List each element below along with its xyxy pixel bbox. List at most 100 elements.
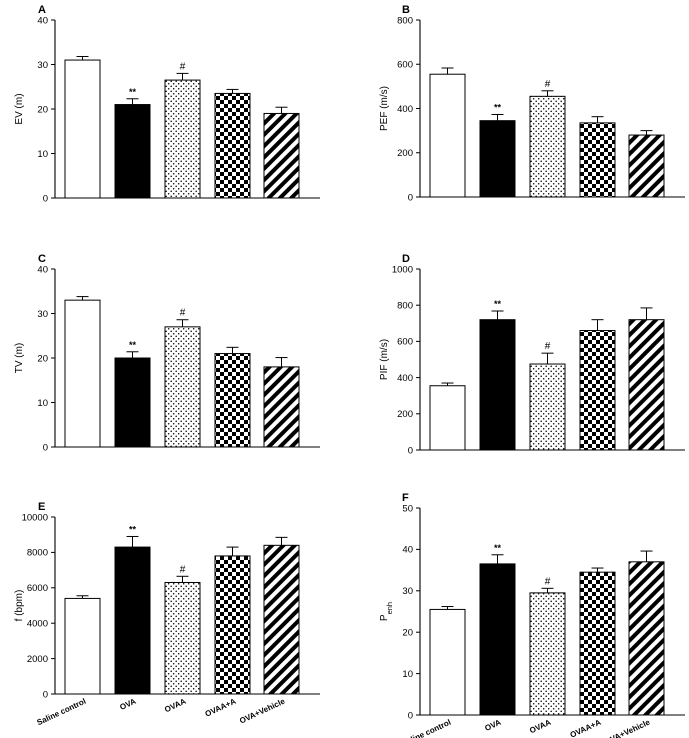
bar-ova — [479, 563, 516, 716]
x-tick-label: OVA — [118, 697, 137, 712]
y-tick-label: 10000 — [22, 512, 48, 523]
y-tick-label: 4000 — [27, 619, 48, 630]
panel-d: D 0 200 400 600 800 1000 PIF (m/s) ** # — [379, 253, 685, 456]
panel-label: D — [402, 253, 410, 265]
bar-ovaa-a — [579, 571, 616, 716]
y-tick-label: 40 — [402, 545, 413, 556]
bar-ovaa — [529, 363, 566, 451]
bar-ovaa-a — [579, 122, 616, 198]
y-tick-label: 600 — [397, 60, 413, 71]
bar-ovaa-a — [214, 92, 251, 199]
bar-ovaa — [529, 592, 566, 716]
panel-b: B 0 200 400 600 800 PEF (m/s) ** # — [379, 4, 685, 203]
y-tick-label: 20 — [37, 104, 48, 115]
bar-ova-vehicle — [628, 561, 665, 716]
bar-saline-control — [64, 59, 101, 199]
x-tick-label: OVA+Vehicle — [603, 717, 652, 738]
y-tick-label: 0 — [408, 445, 413, 456]
bar-ovaa — [529, 95, 566, 198]
bar-ovaa-a — [214, 555, 251, 695]
y-tick-label: 8000 — [27, 548, 48, 559]
bar-saline-control — [64, 597, 101, 695]
significance-marker: ** — [494, 299, 502, 309]
bar-ovaa — [164, 581, 201, 695]
y-tick-label: 10 — [37, 149, 48, 160]
y-tick-label: 50 — [402, 503, 413, 514]
bar-saline-control — [429, 73, 466, 198]
y-tick-label: 40 — [37, 15, 48, 26]
bar-ovaa-a — [214, 353, 251, 448]
panel-a: A 0 10 20 30 40 EV (m) ** # — [14, 4, 320, 204]
y-tick-label: 40 — [37, 264, 48, 275]
y-tick-label: 30 — [37, 309, 48, 320]
panel-label: F — [402, 492, 409, 504]
y-axis-label: TV (m) — [14, 343, 25, 374]
y-tick-label: 10 — [402, 669, 413, 680]
significance-marker: ** — [129, 340, 137, 350]
x-tick-label: OVA — [483, 718, 502, 733]
y-tick-label: 20 — [37, 353, 48, 364]
significance-marker: # — [545, 79, 551, 90]
significance-marker: # — [180, 61, 186, 72]
significance-marker: ** — [129, 87, 137, 97]
y-tick-label: 0 — [43, 193, 48, 204]
bar-ova — [479, 319, 516, 451]
y-tick-label: 2000 — [27, 654, 48, 665]
bar-saline-control — [64, 299, 101, 448]
y-tick-label: 0 — [408, 192, 413, 203]
y-tick-label: 0 — [43, 442, 48, 453]
y-axis-label: f (bpm) — [14, 590, 25, 622]
y-tick-label: 200 — [397, 148, 413, 159]
significance-marker: ** — [494, 102, 502, 112]
y-tick-label: 0 — [43, 689, 48, 700]
x-tick-label: Saline control — [36, 697, 88, 728]
bar-ova — [114, 546, 151, 695]
panel-label: C — [38, 253, 46, 265]
y-tick-label: 800 — [397, 301, 413, 312]
y-axis-label: EV (m) — [14, 93, 25, 124]
y-tick-label: 10 — [37, 398, 48, 409]
y-tick-label: 400 — [397, 104, 413, 115]
significance-marker: ** — [129, 524, 137, 534]
y-axis-label: PEF (m/s) — [379, 86, 390, 131]
bar-ova-vehicle — [628, 134, 665, 198]
x-tick-label: OVAA — [528, 718, 552, 736]
bar-ova — [479, 120, 516, 198]
panel-c: C 0 10 20 30 40 TV (m) ** # — [14, 253, 320, 453]
x-tick-label: OVA+Vehicle — [238, 696, 287, 725]
y-axis-label: PIF (m/s) — [379, 339, 390, 380]
significance-marker: ** — [494, 543, 502, 553]
y-tick-label: 6000 — [27, 583, 48, 594]
bar-ova-vehicle — [263, 112, 300, 199]
bar-ovaa-a — [579, 330, 616, 451]
significance-marker: # — [545, 341, 551, 352]
x-tick-label: OVAA+A — [569, 718, 603, 738]
panel-label: A — [38, 4, 46, 16]
bar-ova — [114, 357, 151, 448]
significance-marker: # — [180, 308, 186, 319]
y-tick-label: 600 — [397, 337, 413, 348]
y-tick-label: 200 — [397, 409, 413, 420]
bar-ova-vehicle — [263, 366, 300, 448]
panel-label: E — [38, 501, 45, 513]
bar-saline-control — [429, 608, 466, 716]
y-tick-label: 30 — [37, 60, 48, 71]
bar-saline-control — [429, 385, 466, 451]
x-tick-label: OVAA+A — [204, 697, 238, 719]
panel-label: B — [402, 4, 410, 16]
panel-e: E 0 2000 4000 6000 8000 10000 f (bpm) Saline con… — [14, 501, 320, 727]
bar-ovaa — [164, 326, 201, 448]
bar-ovaa — [164, 79, 201, 199]
significance-marker: # — [180, 564, 186, 575]
significance-marker: # — [545, 576, 551, 587]
y-tick-label: 30 — [402, 586, 413, 597]
y-tick-label: 1000 — [392, 264, 413, 275]
y-axis-label: Penh — [379, 602, 394, 621]
bar-ova-vehicle — [263, 544, 300, 695]
y-tick-label: 400 — [397, 373, 413, 384]
y-tick-label: 0 — [408, 710, 413, 721]
y-tick-label: 800 — [397, 15, 413, 26]
bar-ova — [114, 104, 151, 199]
